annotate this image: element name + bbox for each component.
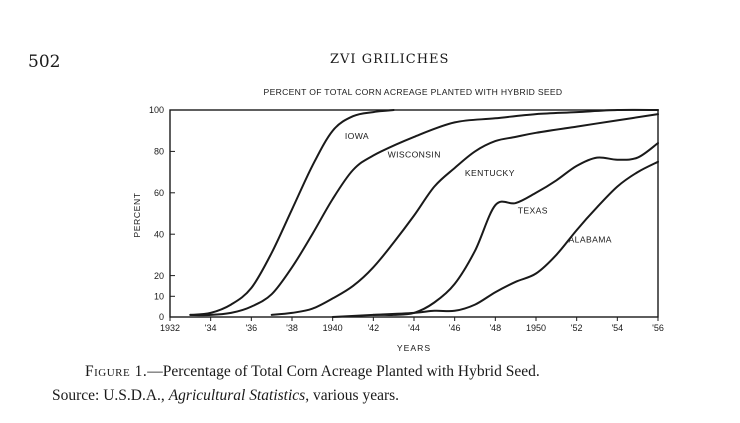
source-prefix: Source: U.S.D.A.,	[52, 387, 169, 404]
page-number: 502	[28, 52, 61, 72]
x-tick-label: '56	[652, 323, 664, 333]
x-tick-label: 1940	[323, 323, 343, 333]
x-tick-label: '42	[367, 323, 379, 333]
running-head: ZVI GRILICHES	[330, 52, 450, 67]
figure-caption: Figure 1.—Percentage of Total Corn Acrea…	[85, 363, 725, 381]
y-tick-label: 20	[154, 271, 164, 281]
series-line-wisconsin	[189, 108, 659, 317]
x-tick-label: '44	[408, 323, 420, 333]
x-tick-label: 1950	[526, 323, 546, 333]
figure-source: Source: U.S.D.A., Agricultural Statistic…	[52, 387, 712, 405]
x-tick-label: '52	[571, 323, 583, 333]
plot-frame	[169, 109, 659, 318]
series-label-kentucky: KENTUCKY	[465, 168, 515, 178]
series-label-alabama: ALABAMA	[569, 234, 612, 244]
chart-title: PERCENT OF TOTAL CORN ACREAGE PLANTED WI…	[264, 87, 563, 97]
y-tick-label: 40	[154, 229, 164, 239]
caption-dash: —	[147, 363, 163, 380]
x-tick-label: '48	[489, 323, 501, 333]
x-tick-label: '38	[286, 323, 298, 333]
series-line-kentucky	[270, 113, 659, 316]
y-tick-label: 10	[154, 292, 164, 302]
series-label-wisconsin: WISCONSIN	[388, 150, 441, 160]
x-tick-label: '34	[205, 323, 217, 333]
figure-label: Figure 1.	[85, 363, 148, 380]
y-axis-label: PERCENT	[132, 192, 142, 237]
y-tick-label: 80	[154, 147, 164, 157]
x-tick-label: 1932	[160, 323, 180, 333]
series-line-iowa	[189, 109, 395, 316]
x-tick-label: '46	[449, 323, 461, 333]
caption-text: Percentage of Total Corn Acreage Planted…	[162, 363, 540, 380]
series-label-iowa: IOWA	[345, 131, 369, 141]
y-tick-label: 60	[154, 188, 164, 198]
series-line-texas	[331, 142, 659, 318]
series-line-alabama	[372, 160, 659, 316]
y-tick-label: 0	[159, 312, 164, 322]
source-title: Agricultural Statistics	[168, 387, 306, 404]
y-tick-label: 100	[149, 105, 164, 115]
series-label-texas: TEXAS	[518, 206, 548, 216]
hybrid-seed-chart: PERCENT OF TOTAL CORN ACREAGE PLANTED WI…	[132, 87, 664, 353]
x-axis-label: YEARS	[397, 343, 431, 353]
x-tick-label: '36	[245, 323, 257, 333]
source-suffix: , various years.	[305, 387, 400, 404]
x-tick-label: '54	[611, 323, 623, 333]
